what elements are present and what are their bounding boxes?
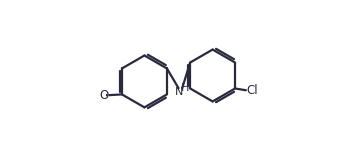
Text: H: H: [181, 83, 189, 93]
Text: N: N: [175, 87, 183, 97]
Text: O: O: [99, 89, 108, 102]
Text: Cl: Cl: [247, 84, 258, 97]
